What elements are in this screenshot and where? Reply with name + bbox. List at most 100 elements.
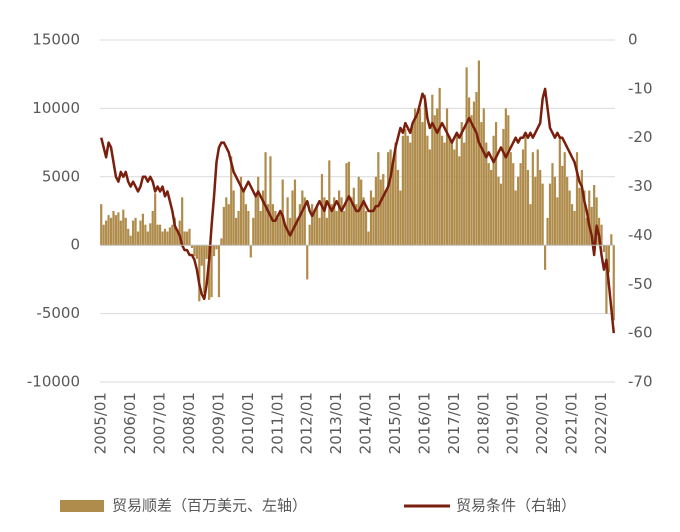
bar (163, 228, 167, 246)
bar (151, 211, 154, 246)
bar (544, 245, 547, 270)
x-tick-label: 2006/01 (121, 392, 139, 454)
bar (431, 94, 434, 246)
bar (377, 152, 380, 246)
bar (235, 217, 238, 246)
bar (534, 176, 537, 246)
bar (607, 245, 610, 273)
bar (154, 193, 157, 246)
bar (507, 115, 510, 246)
bar (610, 234, 613, 246)
bar (360, 179, 363, 246)
bar (470, 115, 473, 246)
bar (190, 245, 194, 248)
y-tick-label: 10000 (32, 99, 80, 117)
bar (583, 190, 586, 246)
bar (578, 187, 581, 246)
bar (605, 245, 608, 314)
bar (570, 204, 574, 246)
bar (558, 135, 561, 246)
y2-tick-label: -60 (628, 324, 653, 342)
bar (239, 176, 243, 246)
x-tick-label: 2009/01 (209, 392, 227, 454)
bar (293, 179, 297, 246)
bar (521, 149, 525, 246)
bar (460, 122, 463, 246)
bar (514, 190, 517, 246)
bar (200, 245, 203, 266)
bar (364, 211, 368, 246)
bar (568, 190, 571, 246)
bar (109, 217, 113, 246)
bar (387, 152, 390, 246)
bar (561, 165, 564, 246)
bar (465, 67, 468, 246)
bar (347, 161, 351, 246)
bar (225, 197, 228, 246)
bar (146, 231, 149, 246)
bar (230, 156, 233, 246)
bar (112, 211, 115, 246)
bar (195, 245, 198, 259)
bar (350, 197, 353, 246)
bar (242, 190, 245, 246)
bar (467, 97, 471, 246)
bar (504, 108, 507, 246)
bar (286, 197, 289, 246)
bar (502, 128, 505, 246)
y-tick-label: 0 (70, 236, 80, 254)
x-tick-label: 2021/01 (563, 392, 581, 454)
bar (315, 204, 319, 246)
bar (134, 217, 137, 246)
legend-label: 贸易条件（右轴） (456, 497, 576, 515)
bar (573, 211, 576, 246)
bar (132, 220, 135, 246)
bar (335, 211, 338, 246)
bar (279, 211, 282, 246)
bar (391, 163, 395, 246)
bar (232, 190, 235, 246)
bar (485, 142, 488, 246)
bar (306, 245, 309, 280)
bar (477, 60, 480, 246)
bar (325, 217, 328, 246)
bar (323, 197, 326, 246)
bar (281, 179, 284, 246)
bar (590, 206, 593, 246)
x-tick-label: 2018/01 (474, 392, 492, 454)
bar (156, 224, 159, 246)
bar (210, 245, 213, 298)
bar (379, 179, 382, 246)
bar (237, 211, 240, 246)
x-tick-label: 2015/01 (386, 392, 404, 454)
bar (227, 204, 230, 246)
bar (244, 204, 248, 246)
bar (261, 190, 265, 246)
bar (487, 163, 490, 246)
bar (217, 245, 221, 298)
x-tick-label: 2013/01 (327, 392, 345, 454)
bar (212, 245, 216, 257)
bar (369, 190, 373, 246)
bar (426, 135, 429, 246)
bar (129, 235, 132, 246)
bar (308, 224, 311, 246)
bar (445, 108, 449, 246)
bar (318, 217, 321, 246)
line (100, 87, 616, 334)
bar (122, 209, 125, 246)
bar (249, 245, 252, 258)
legend-swatch (60, 500, 104, 512)
bar (114, 215, 118, 246)
bar (100, 204, 103, 246)
y-tick-label: 5000 (42, 167, 80, 185)
bar (215, 245, 218, 250)
bar (320, 174, 324, 246)
bar (183, 231, 186, 246)
bar (463, 142, 466, 246)
bar (541, 183, 544, 246)
bar (384, 190, 387, 246)
bar (448, 135, 451, 246)
bar (401, 135, 404, 246)
